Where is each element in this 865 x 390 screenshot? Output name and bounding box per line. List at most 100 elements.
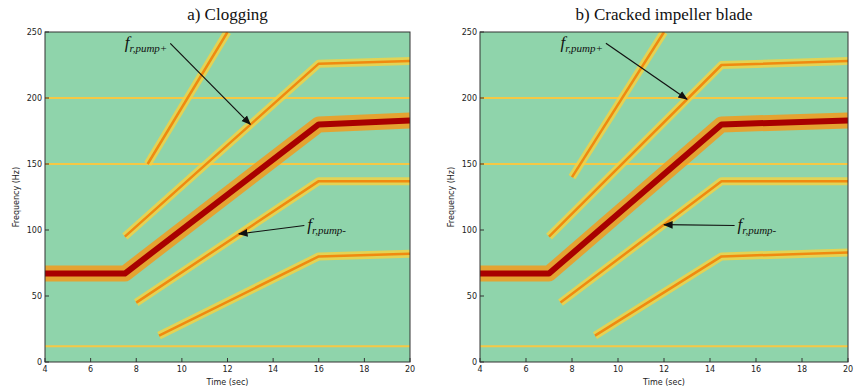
x-tick	[756, 358, 757, 362]
y-tick	[480, 362, 484, 363]
annotation-arrow	[664, 224, 735, 226]
plot-frame	[45, 32, 410, 362]
y-tick	[45, 296, 49, 297]
x-tick	[136, 358, 137, 362]
spectral-line	[45, 97, 410, 99]
x-tick	[181, 358, 182, 362]
x-tick	[227, 358, 228, 362]
y-tick-label: 0	[37, 358, 42, 367]
x-tick	[802, 358, 803, 362]
x-tick-label: 4	[477, 365, 482, 374]
spectral-line	[45, 345, 410, 347]
plot-background	[45, 32, 410, 362]
x-tick	[526, 358, 527, 362]
y-tick-label: 250	[462, 28, 477, 37]
x-tick	[572, 358, 573, 362]
y-axis-title: Frequency (Hz)	[447, 167, 456, 227]
annotation: fr,pump+	[561, 33, 603, 54]
x-tick-label: 14	[705, 365, 715, 374]
spectral-lines	[480, 32, 848, 346]
spectral-lines	[45, 32, 410, 346]
x-tick	[45, 358, 46, 362]
spectral-line	[45, 120, 410, 273]
y-tick-label: 250	[27, 28, 42, 37]
y-tick	[45, 164, 49, 165]
panel: b) Cracked impeller blade 4 6 8 10 12 14 16 18 20…	[447, 5, 853, 387]
line-halo	[45, 120, 410, 273]
x-tick	[273, 358, 274, 362]
x-tick-label: 16	[314, 365, 324, 374]
spectral-line	[561, 181, 849, 302]
x-tick	[618, 358, 619, 362]
spectral-line	[480, 120, 848, 273]
x-tick-label: 18	[359, 365, 369, 374]
line-halo	[595, 252, 848, 335]
x-tick-label: 8	[134, 365, 139, 374]
y-tick-label: 50	[467, 292, 477, 301]
x-tick	[664, 358, 665, 362]
figure: a) Clogging46810121416182005010015020025…	[0, 0, 865, 390]
annotation-arrow	[170, 43, 250, 124]
line-halo	[480, 120, 848, 273]
spectral-line	[595, 252, 848, 335]
y-tick-label: 150	[27, 160, 42, 169]
x-tick-label: 12	[659, 365, 669, 374]
annotation-arrow	[239, 226, 304, 234]
y-tick-label: 0	[472, 358, 477, 367]
x-tick-label: 16	[751, 365, 761, 374]
y-tick	[480, 230, 484, 231]
annotation-arrow	[606, 43, 687, 99]
x-tick	[364, 358, 365, 362]
x-tick-label: 14	[268, 365, 278, 374]
x-tick-label: 10	[177, 365, 187, 374]
y-tick-label: 200	[27, 94, 42, 103]
panel: a) Clogging46810121416182005010015020025…	[12, 5, 415, 387]
panel-title: a) Clogging	[187, 5, 268, 24]
x-tick	[848, 358, 849, 362]
x-tick-label: 18	[797, 365, 807, 374]
x-tick-label: 4	[42, 365, 47, 374]
x-tick-label: 8	[569, 365, 574, 374]
x-tick	[90, 358, 91, 362]
y-tick	[45, 230, 49, 231]
x-tick-label: 6	[523, 365, 528, 374]
x-tick-label: 20	[405, 365, 415, 374]
x-tick-label: 20	[843, 365, 853, 374]
y-tick-label: 150	[462, 160, 477, 169]
y-tick	[480, 164, 484, 165]
annotation: fr,pump+	[125, 33, 167, 54]
spectral-line	[125, 61, 410, 237]
x-tick-label: 12	[222, 365, 232, 374]
y-tick	[480, 98, 484, 99]
annotation-subscript: r,pump+	[130, 42, 168, 54]
line-halo	[125, 61, 410, 237]
x-axis-title: Time (sec)	[206, 378, 249, 387]
y-tick	[45, 362, 49, 363]
y-axis-title: Frequency (Hz)	[12, 167, 21, 227]
y-tick	[45, 98, 49, 99]
y-tick	[45, 32, 49, 33]
plot-background	[480, 32, 848, 362]
annotation-subscript: r,pump+	[565, 42, 603, 54]
y-tick-label: 50	[32, 292, 42, 301]
annotation: fr,pump-	[307, 215, 346, 236]
x-tick	[410, 358, 411, 362]
y-tick	[480, 296, 484, 297]
spectral-line	[45, 163, 410, 165]
spectral-line	[480, 97, 848, 99]
panel-title: b) Cracked impeller blade	[575, 5, 752, 24]
x-axis-title: Time (sec)	[642, 378, 685, 387]
x-tick	[710, 358, 711, 362]
annotation: fr,pump-	[738, 215, 777, 236]
x-tick-label: 6	[88, 365, 93, 374]
y-tick	[480, 32, 484, 33]
y-tick-label: 200	[462, 94, 477, 103]
plot-frame	[480, 32, 848, 362]
y-tick-label: 100	[462, 226, 477, 235]
annotation-subscript: r,pump-	[742, 224, 776, 236]
x-tick-label: 10	[613, 365, 623, 374]
annotation-subscript: r,pump-	[312, 224, 346, 236]
y-tick-label: 100	[27, 226, 42, 235]
x-tick	[480, 358, 481, 362]
x-tick	[318, 358, 319, 362]
